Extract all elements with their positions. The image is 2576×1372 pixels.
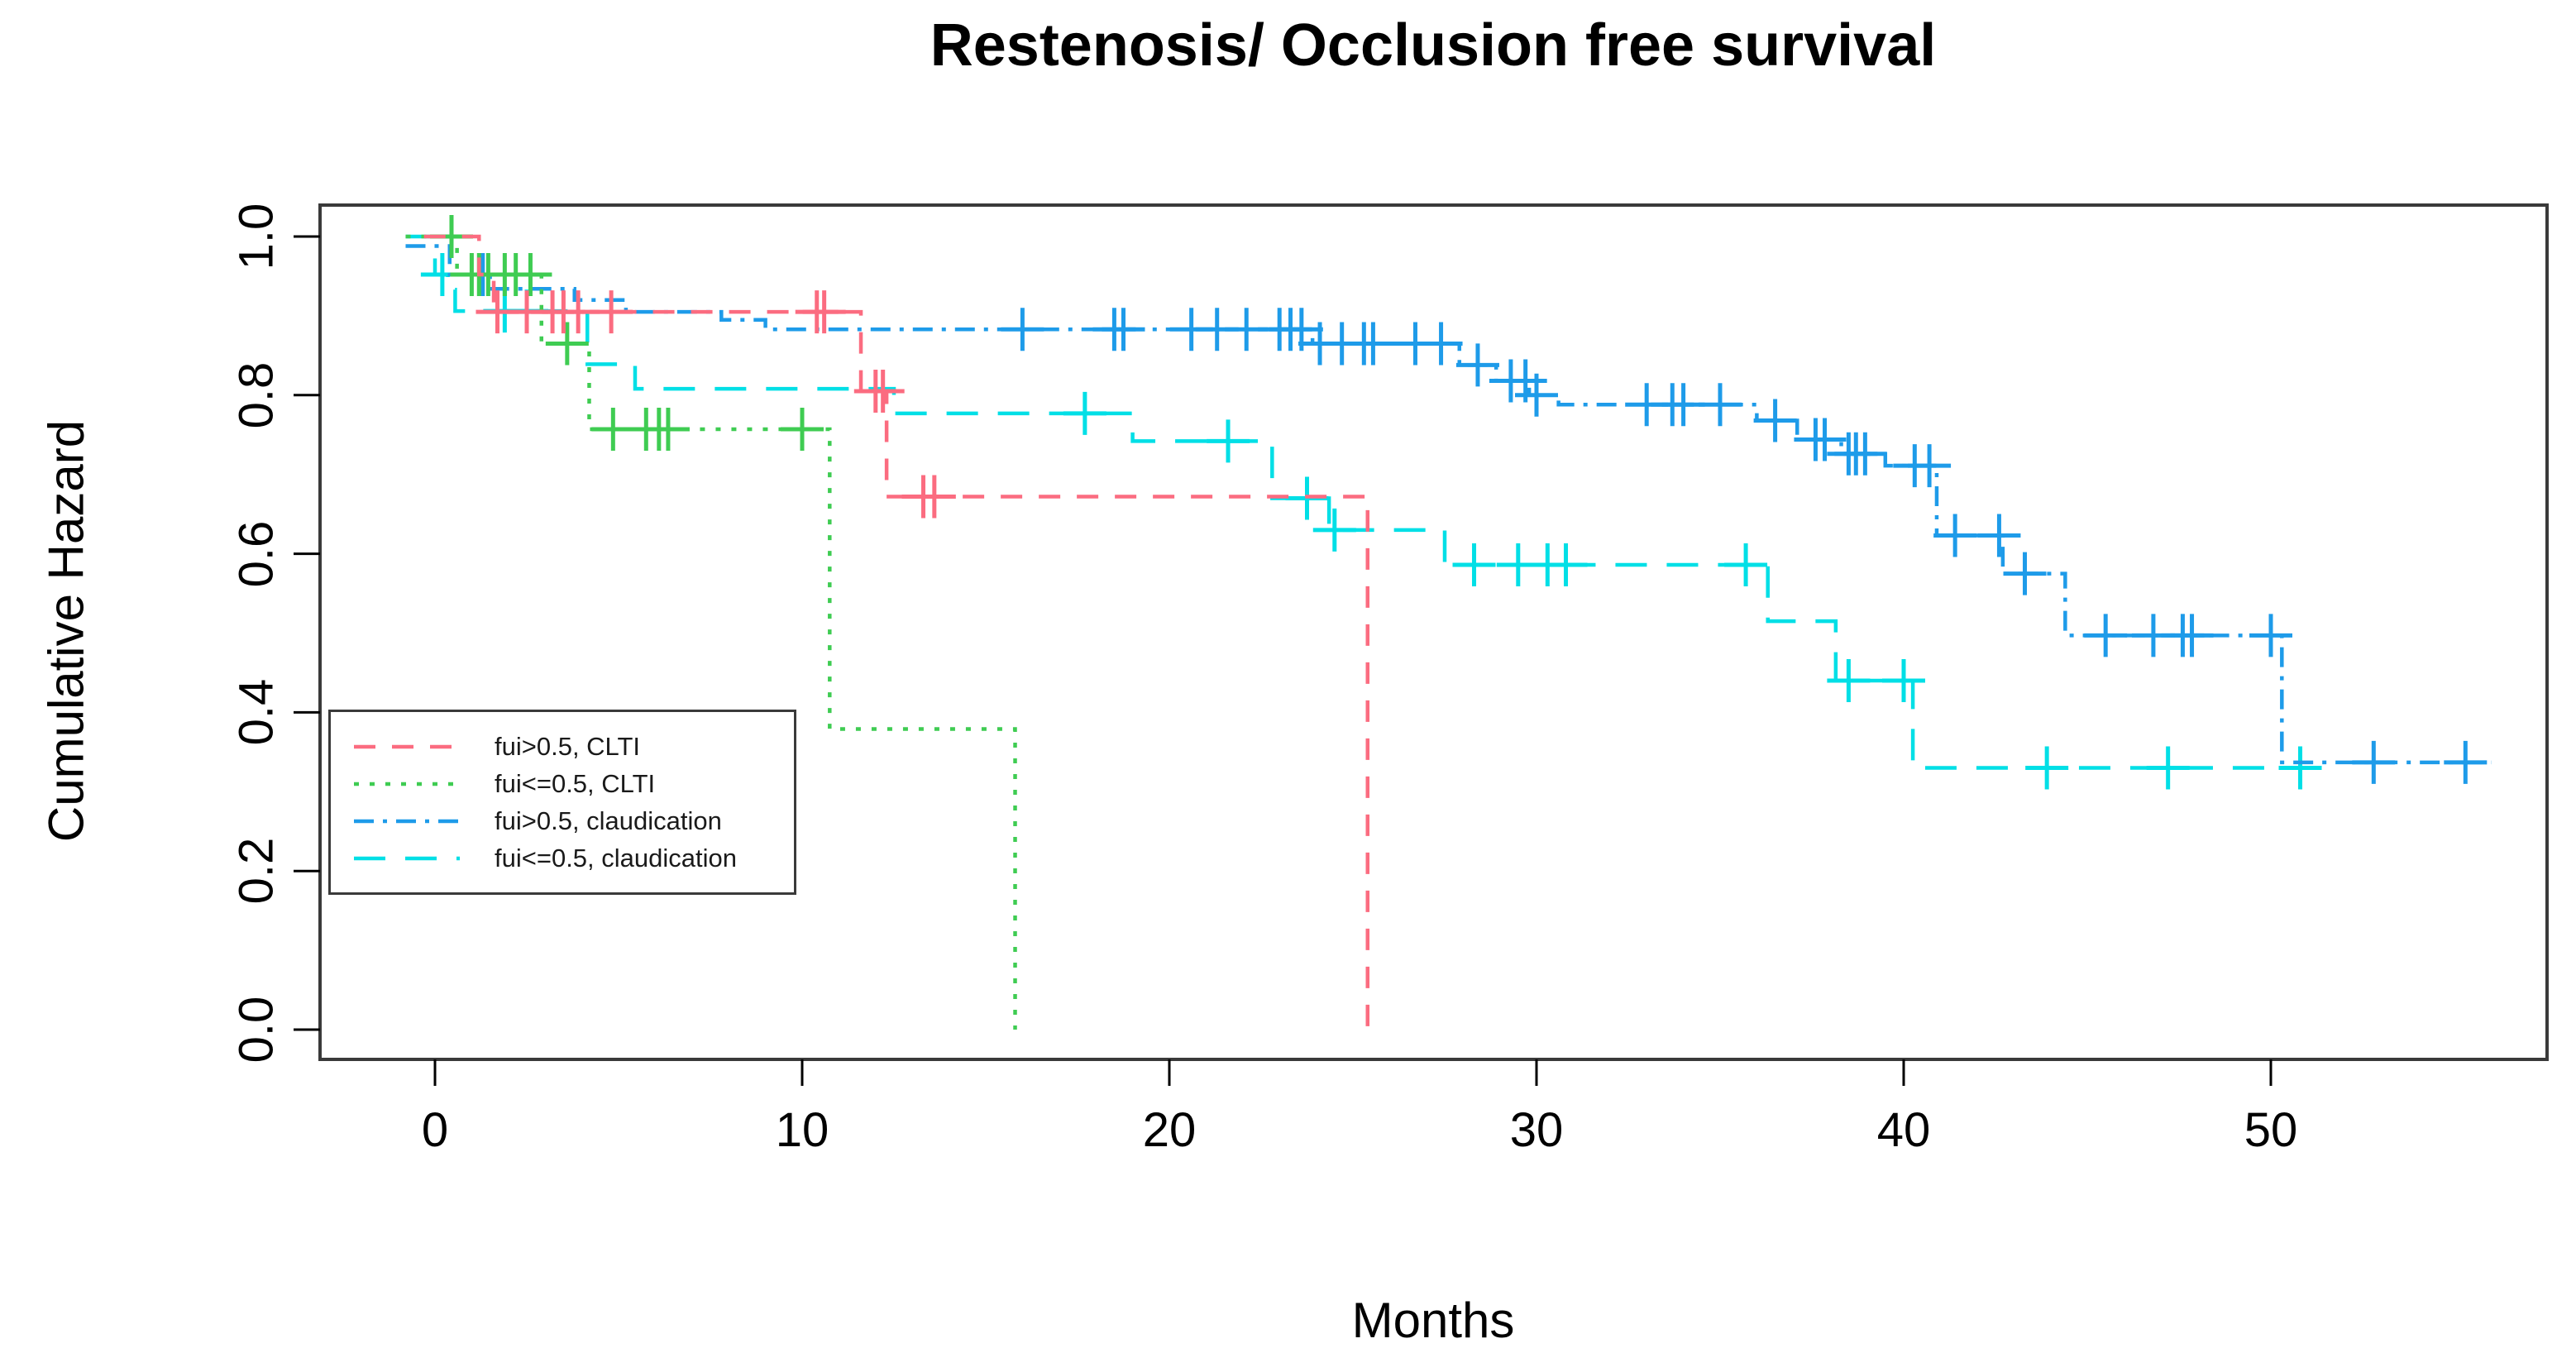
survival-curve (423, 234, 1370, 1030)
legend-line-sample (354, 744, 460, 748)
legend-label: fui<=0.5, CLTI (495, 768, 656, 798)
y-tick-label: 0.8 (229, 361, 284, 429)
plot-frame (318, 203, 2549, 1061)
y-tick-label: 1.0 (229, 203, 284, 270)
y-tick-label: 0.6 (229, 520, 284, 587)
survival-curve (405, 244, 2492, 765)
legend-row: fui>0.5, CLTI (331, 728, 794, 765)
survival-curve (405, 234, 1017, 1030)
x-tick-label: 30 (1509, 1103, 1564, 1157)
x-tick-label: 0 (421, 1103, 449, 1157)
chart-title: Restenosis/ Occlusion free survival (930, 12, 1937, 79)
survival-curve (405, 234, 2304, 770)
x-tick-label: 40 (1876, 1103, 1931, 1157)
y-axis-label: Cumulative Hazard (38, 419, 94, 843)
legend-line-sample (354, 782, 460, 786)
y-tick-label: 0.0 (229, 996, 284, 1064)
x-tick-label: 50 (2244, 1103, 2298, 1157)
y-tick-label: 0.2 (229, 837, 284, 905)
legend-label: fui>0.5, CLTI (495, 731, 641, 761)
legend-row: fui<=0.5, claudication (331, 839, 794, 877)
legend-line-sample (354, 819, 460, 823)
x-tick-label: 10 (775, 1103, 829, 1157)
legend-line-sample (354, 856, 460, 860)
legend-row: fui<=0.5, CLTI (331, 765, 794, 802)
legend-label: fui<=0.5, claudication (495, 843, 737, 872)
y-tick-label: 0.4 (229, 679, 284, 746)
x-tick-label: 20 (1142, 1103, 1197, 1157)
legend-box: fui>0.5, CLTI fui<=0.5, CLTI fui>0.5, clau… (328, 710, 796, 895)
legend-label: fui>0.5, claudication (495, 806, 722, 835)
x-axis-label: Months (1351, 1293, 1515, 1348)
legend-row: fui>0.5, claudication (331, 802, 794, 839)
